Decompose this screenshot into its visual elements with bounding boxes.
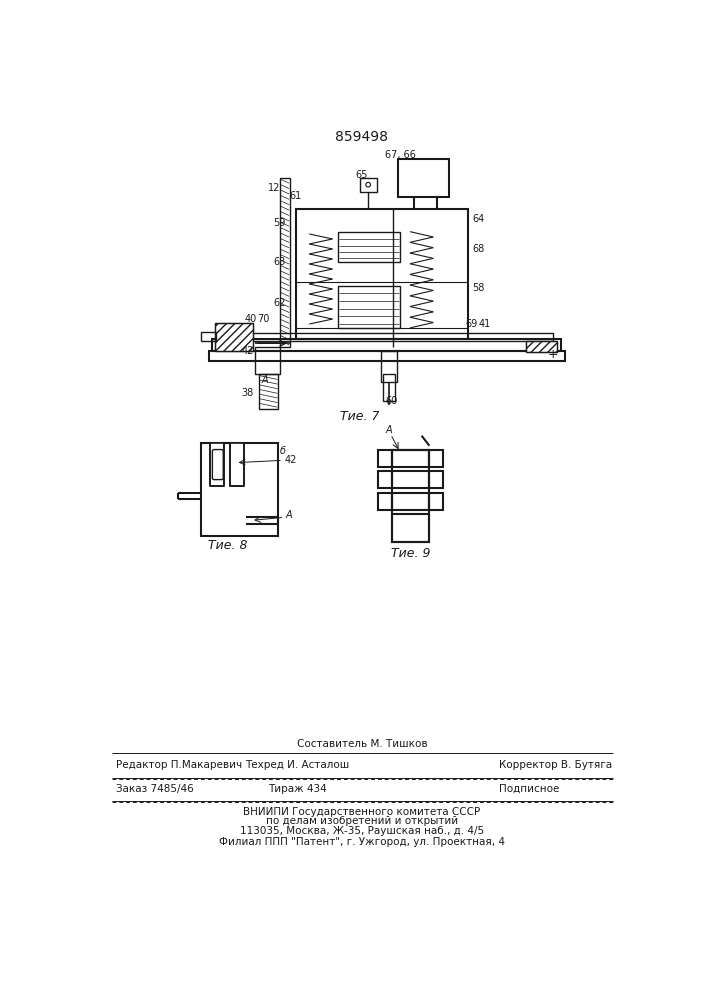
Text: 58: 58 xyxy=(472,283,484,293)
Text: 62: 62 xyxy=(274,298,286,308)
Text: A: A xyxy=(262,375,269,385)
Bar xyxy=(230,443,244,486)
Bar xyxy=(429,450,443,466)
Text: 859498: 859498 xyxy=(335,130,388,144)
Bar xyxy=(378,471,392,488)
Bar xyxy=(210,443,224,486)
Text: 41: 41 xyxy=(479,319,491,329)
Bar xyxy=(201,332,216,341)
Text: 59: 59 xyxy=(274,218,286,228)
Text: +: + xyxy=(548,348,559,361)
Text: 40: 40 xyxy=(245,314,257,324)
Bar xyxy=(378,450,392,466)
Bar xyxy=(280,178,290,347)
Text: 113035, Москва, Ж-35, Раушская наб., д. 4/5: 113035, Москва, Ж-35, Раушская наб., д. … xyxy=(240,826,484,836)
Bar xyxy=(251,333,554,341)
Bar xyxy=(392,450,429,466)
Text: 69: 69 xyxy=(466,319,478,329)
Bar xyxy=(215,323,253,351)
Text: 67, 66: 67, 66 xyxy=(385,150,416,160)
Bar xyxy=(526,341,557,352)
Bar xyxy=(215,323,253,351)
FancyBboxPatch shape xyxy=(212,450,223,480)
Text: 65: 65 xyxy=(355,170,368,180)
Text: 60: 60 xyxy=(385,396,397,406)
Bar xyxy=(526,341,557,352)
Text: по делам изобретений и открытий: по делам изобретений и открытий xyxy=(266,816,458,826)
Text: A: A xyxy=(385,425,392,435)
Text: Редактор П.Макаревич: Редактор П.Макаревич xyxy=(115,760,242,770)
Text: Филиал ППП "Патент", г. Ужгород, ул. Проектная, 4: Филиал ППП "Патент", г. Ужгород, ул. Про… xyxy=(219,837,505,847)
Bar xyxy=(392,514,429,542)
Bar xyxy=(338,286,400,328)
Text: A: A xyxy=(286,510,293,520)
Bar xyxy=(214,451,222,478)
Text: Τие. 8: Τие. 8 xyxy=(208,539,247,552)
Text: Τие. 9: Τие. 9 xyxy=(391,547,431,560)
Text: 63: 63 xyxy=(274,257,286,267)
Text: б: б xyxy=(280,446,286,456)
Text: Техред И. Асталош: Техред И. Асталош xyxy=(245,760,350,770)
Text: 70: 70 xyxy=(257,314,269,324)
Bar xyxy=(338,232,400,262)
Bar xyxy=(429,493,443,510)
Text: 64: 64 xyxy=(472,214,484,224)
Bar xyxy=(255,347,280,374)
Text: 42: 42 xyxy=(242,346,255,356)
Bar xyxy=(398,158,449,197)
Bar xyxy=(392,450,429,542)
Bar xyxy=(383,374,395,401)
Text: 38: 38 xyxy=(241,388,253,398)
Bar xyxy=(360,178,377,192)
Bar xyxy=(381,351,397,382)
Bar xyxy=(212,339,561,351)
Text: 61: 61 xyxy=(290,191,302,201)
Bar xyxy=(259,374,279,409)
Text: Τие. 7: Τие. 7 xyxy=(340,410,380,423)
Text: Заказ 7485/46: Заказ 7485/46 xyxy=(115,784,193,794)
Text: Составитель М. Тишков: Составитель М. Тишков xyxy=(297,739,427,749)
Bar xyxy=(378,493,392,510)
Bar xyxy=(201,443,279,536)
Bar xyxy=(392,493,429,510)
Bar xyxy=(392,471,429,488)
Text: 42: 42 xyxy=(284,455,297,465)
Text: Подписное: Подписное xyxy=(499,784,559,794)
Bar xyxy=(209,351,565,361)
Bar xyxy=(296,209,468,339)
Circle shape xyxy=(366,182,370,187)
Text: ВНИИПИ Государственного комитета СССР: ВНИИПИ Государственного комитета СССР xyxy=(243,807,481,817)
Bar xyxy=(429,471,443,488)
Text: Корректор В. Бутяга: Корректор В. Бутяга xyxy=(499,760,612,770)
Text: 68: 68 xyxy=(472,244,484,254)
Text: 12: 12 xyxy=(268,183,281,193)
Text: Тираж 434: Тираж 434 xyxy=(268,784,327,794)
